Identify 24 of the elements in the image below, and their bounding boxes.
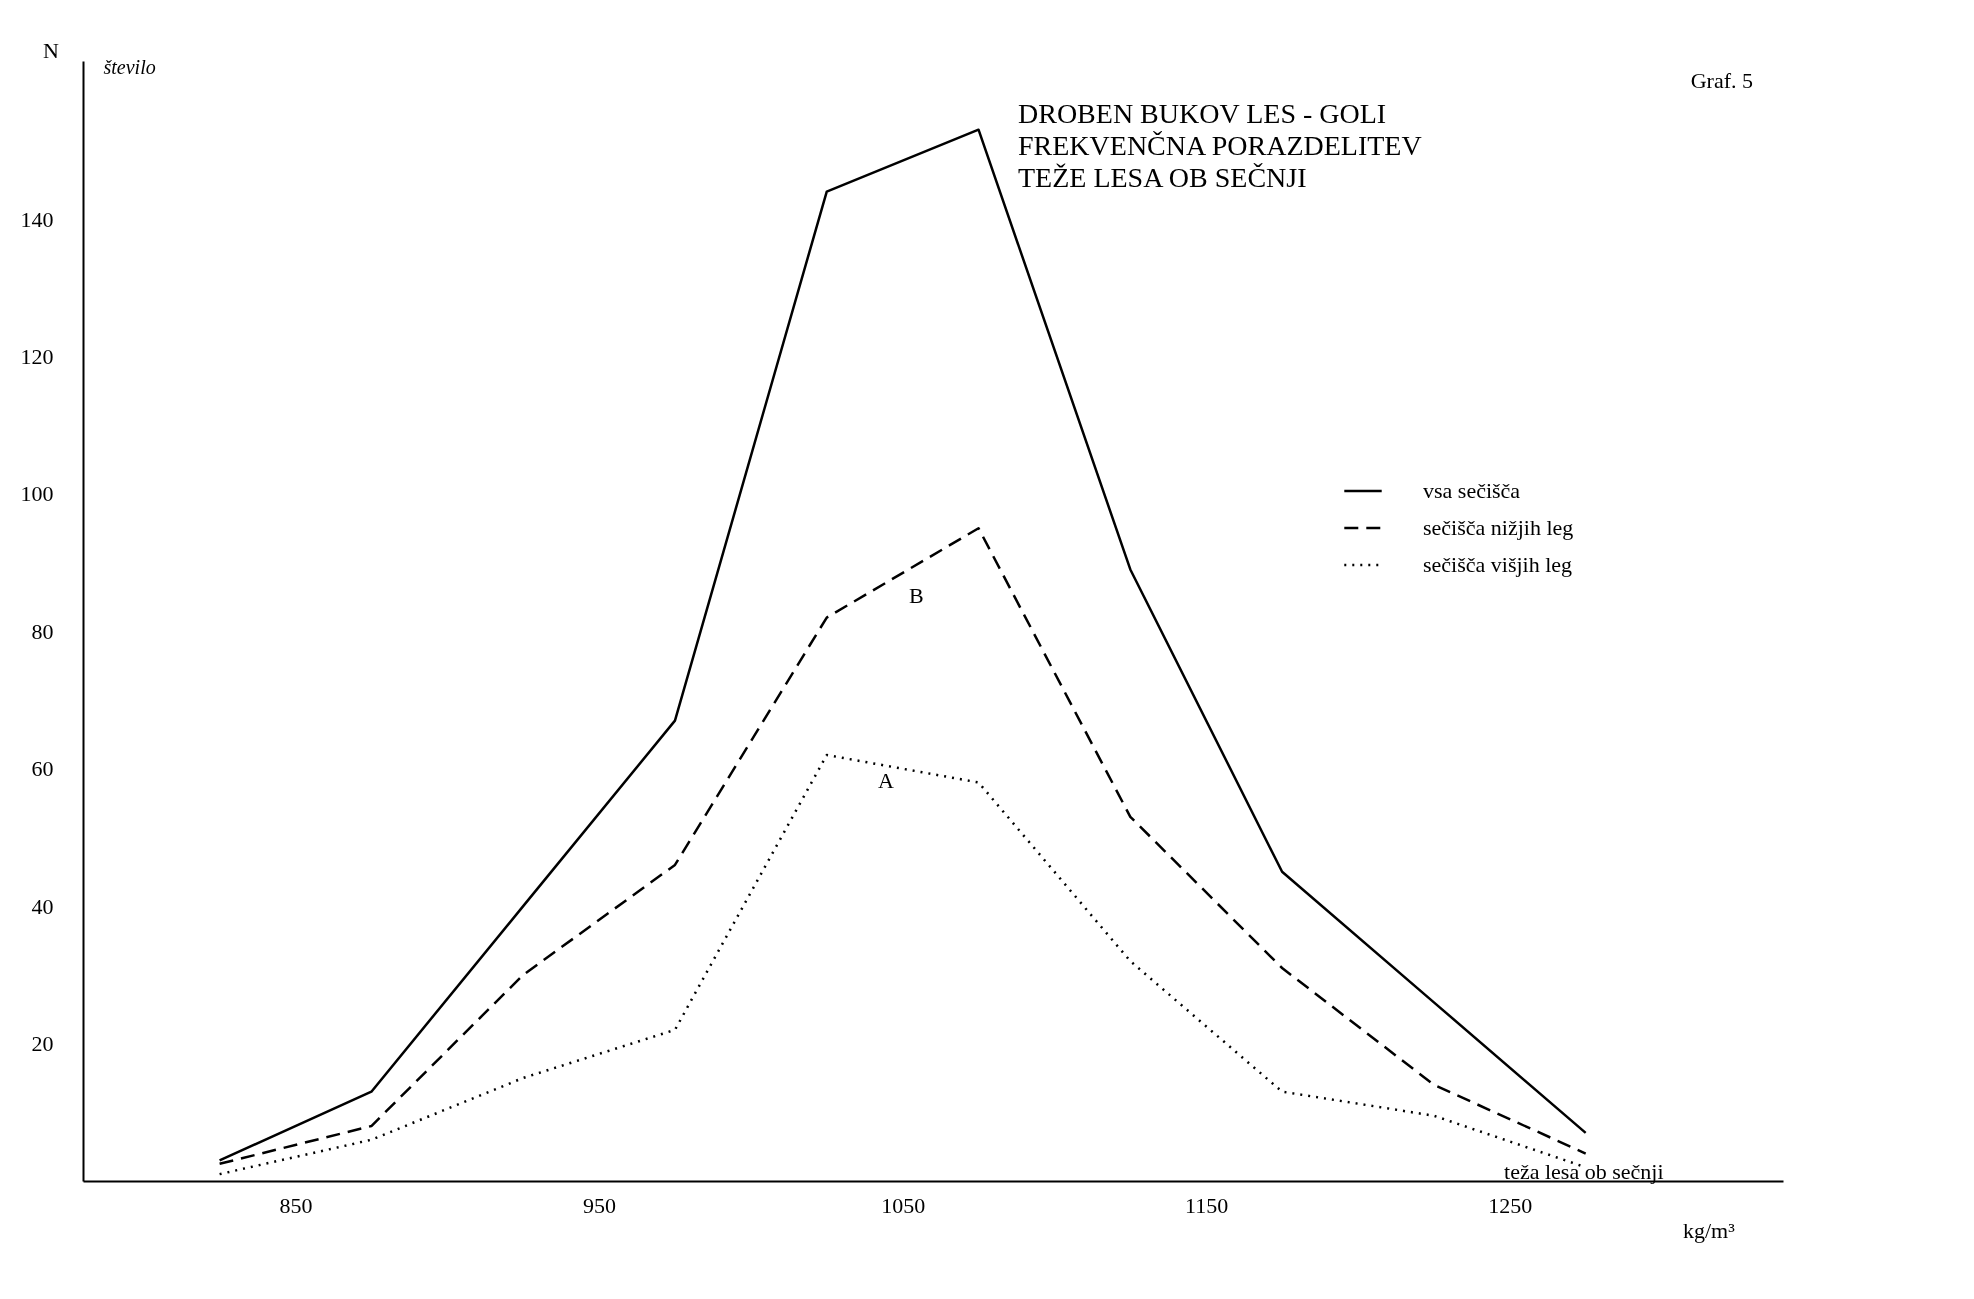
y-tick-label: 100 xyxy=(20,481,54,507)
y-tick-label: 40 xyxy=(31,893,54,919)
y-tick-label: 80 xyxy=(31,618,54,644)
text: kg/m³ xyxy=(1683,1218,1736,1243)
legend-label: sečišča višjih leg xyxy=(1423,552,1573,577)
text: DROBEN BUKOV LES - GOLI FREKVENČNA PORAZDELITEV TEŽE LESA OB SEČNJI xyxy=(1018,98,1422,193)
x-tick-label: 950 xyxy=(583,1192,617,1218)
text: N xyxy=(43,38,59,63)
y-axis-title: število xyxy=(103,55,156,78)
x-tick-label: 1150 xyxy=(1185,1192,1229,1218)
x-axis-title: teža lesa ob sečnji xyxy=(1504,1158,1664,1184)
y-tick-label: 120 xyxy=(20,343,54,369)
annotation: Graf. 5 xyxy=(1690,68,1753,93)
annotation: B xyxy=(909,583,924,608)
y-tick-label: 140 xyxy=(20,206,54,232)
y-tick-label: 60 xyxy=(31,756,54,782)
legend-label: sečišča nižjih leg xyxy=(1423,515,1574,540)
x-tick-label: 1250 xyxy=(1488,1192,1533,1218)
legend-label: vsa sečišča xyxy=(1423,478,1521,503)
annotation: A xyxy=(878,768,894,793)
x-tick-label: 850 xyxy=(279,1192,313,1218)
y-tick-label: 20 xyxy=(31,1031,54,1057)
line-series xyxy=(218,128,1587,1162)
x-tick-label: 1050 xyxy=(881,1192,926,1218)
